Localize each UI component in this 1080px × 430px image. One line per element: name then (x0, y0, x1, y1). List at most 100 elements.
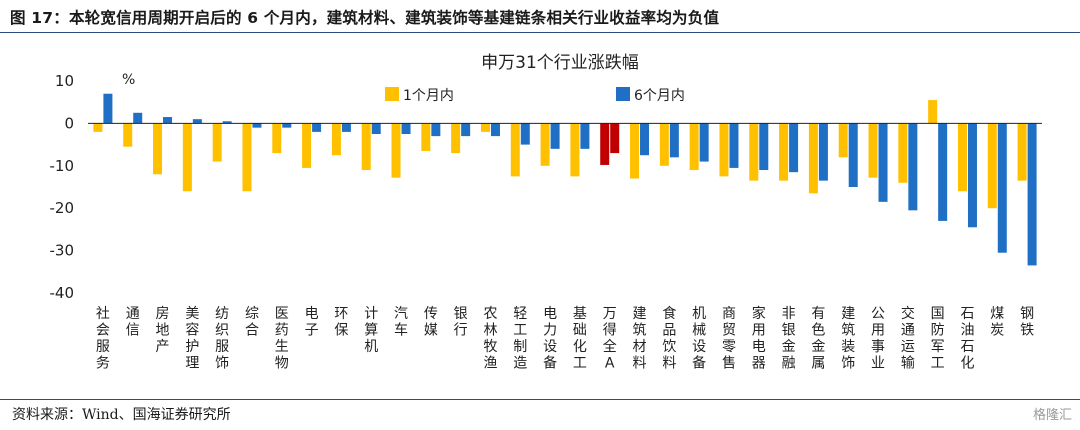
x-tick-label: 银行 (454, 306, 468, 339)
bar-1m (600, 123, 610, 165)
bar-6m (490, 123, 500, 137)
bar-6m (997, 123, 1007, 253)
x-tick-label: 社会服务 (96, 306, 110, 372)
bar-6m (759, 123, 769, 171)
bar-6m (461, 123, 471, 137)
bar-1m (361, 123, 371, 171)
bar-1m (302, 123, 312, 168)
bar-1m (719, 123, 729, 177)
x-tick-label: 轻工制造 (513, 306, 527, 372)
x-tick-label: 传媒 (424, 306, 438, 339)
bar-1m (540, 123, 550, 166)
y-tick-label: 10 (55, 72, 74, 90)
x-tick-label: 万得全 A (603, 306, 617, 372)
x-tick-label: 汽车 (394, 306, 408, 339)
x-tick-label: 建筑装饰 (841, 306, 855, 372)
watermark-logo: 格隆汇 (1032, 408, 1072, 423)
y-tick-label: -40 (50, 284, 75, 302)
legend-label-1m: 1个月内 (403, 88, 454, 104)
x-tick-label: 家用电器 (752, 305, 766, 372)
bar-6m (580, 123, 590, 149)
bar-1m (93, 123, 103, 132)
bottom-rule (0, 399, 1080, 400)
bar-6m (938, 123, 948, 221)
x-tick-label: 电力设备 (543, 306, 557, 372)
bar-6m (967, 123, 977, 228)
bar-1m (242, 123, 252, 192)
x-tick-label: 通信 (126, 306, 140, 339)
x-tick-label: 综合 (245, 306, 259, 339)
bar-6m (669, 123, 679, 158)
bar-6m (312, 123, 322, 132)
bar-6m (401, 123, 411, 134)
y-tick-label: -20 (50, 199, 75, 217)
bar-6m (222, 121, 232, 124)
bar-1m (510, 123, 520, 177)
y-tick-label: -30 (50, 242, 75, 260)
y-tick-label: -10 (50, 157, 75, 175)
bar-6m (610, 123, 620, 154)
bar-6m (550, 123, 560, 149)
bar-1m (480, 123, 490, 132)
x-tick-label: 电子 (305, 306, 319, 339)
bar-6m (252, 123, 262, 128)
bar-1m (868, 123, 878, 178)
bar-1m (272, 123, 282, 154)
bar-1m (123, 123, 133, 147)
x-tick-label: 煤炭 (990, 306, 1004, 339)
bar-6m (729, 123, 739, 168)
bar-6m (282, 123, 292, 128)
bar-1m (838, 123, 848, 158)
bars (88, 93, 1042, 266)
bar-1m (212, 123, 222, 162)
bar-chart: 申万31个行业涨跌幅 % 1个月内 6个月内 -40 -30 -20 -10 0 10 社… (50, 53, 1042, 372)
x-tick-label: 纺织服饰 (215, 306, 229, 372)
figure-title: 图 17：本轮宽信用周期开启后的 6 个月内，建筑材料、建筑装饰等基建链条相关行… (10, 9, 720, 27)
bar-1m (331, 123, 341, 156)
source-note: 资料来源：Wind、国海证券研究所 (12, 407, 231, 423)
bar-1m (957, 123, 967, 192)
bar-1m (570, 123, 580, 177)
x-tick-label: 钢铁 (1020, 306, 1034, 339)
bar-1m (749, 123, 759, 181)
bar-6m (848, 123, 858, 187)
x-tick-label: 非银金融 (782, 306, 796, 372)
x-tick-label: 美容护理 (185, 306, 199, 372)
bar-1m (987, 123, 997, 209)
x-tick-label: 有色金属 (811, 306, 825, 372)
bar-6m (133, 112, 143, 124)
x-tick-label: 商贸零售 (722, 306, 736, 372)
bar-1m (1017, 123, 1027, 181)
bar-6m (640, 123, 650, 156)
x-tick-label: 房地产 (156, 306, 170, 355)
axes: -40 -30 -20 -10 0 10 (50, 72, 75, 302)
bar-6m (699, 123, 709, 162)
legend-swatch-1m (385, 87, 399, 101)
bar-1m (779, 123, 789, 181)
bar-1m (689, 123, 699, 171)
x-tick-label: 机械设备 (692, 306, 706, 372)
x-tick-label: 农林牧渔 (483, 306, 497, 372)
x-tick-label: 交通运输 (901, 305, 915, 372)
y-tick-label: 0 (64, 114, 74, 132)
bar-6m (520, 123, 530, 145)
bar-1m (451, 123, 461, 154)
bar-6m (341, 123, 351, 132)
bar-1m (182, 123, 192, 192)
bar-6m (163, 117, 173, 124)
chart-title: 申万31个行业涨跌幅 (481, 53, 639, 73)
bar-1m (630, 123, 640, 179)
bar-6m (431, 123, 441, 137)
x-tick-label: 公用事业 (871, 306, 885, 372)
x-tick-label: 食品饮料 (662, 305, 676, 372)
bar-1m (421, 123, 431, 151)
x-tick-label: 医药生物 (275, 306, 289, 372)
legend: 1个月内 6个月内 (385, 87, 685, 104)
bar-6m (818, 123, 828, 181)
x-tick-label: 计算机 (364, 306, 378, 355)
top-rule (0, 32, 1080, 33)
bar-1m (928, 100, 938, 124)
x-tick-label: 建筑材料 (633, 306, 647, 372)
bar-1m (391, 123, 401, 178)
x-tick-label: 基础化工 (573, 305, 587, 372)
